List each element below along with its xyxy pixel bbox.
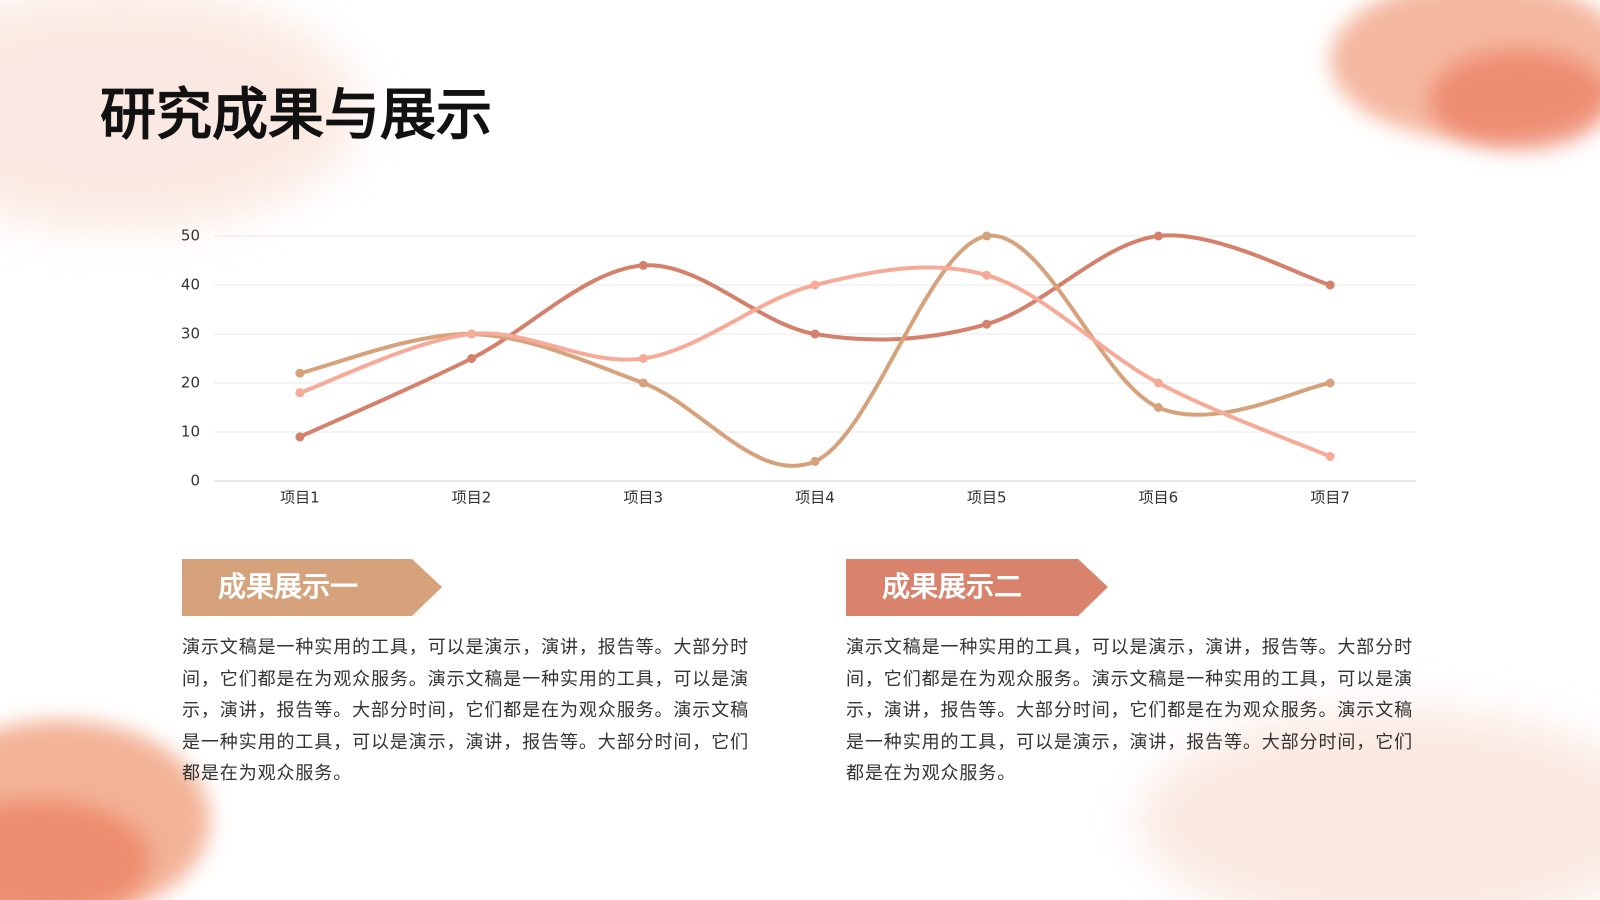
data-point: [1153, 231, 1163, 241]
data-point: [810, 329, 820, 339]
y-tick-label: 50: [181, 227, 200, 245]
series-line: [297, 265, 1333, 459]
data-point: [638, 260, 648, 270]
data-point: [638, 378, 648, 388]
section-banner: 成果展示一: [182, 559, 442, 616]
banner-heading: 成果展示二: [882, 570, 1022, 603]
data-point: [982, 270, 992, 280]
data-point: [1325, 452, 1335, 461]
data-point: [1153, 378, 1163, 388]
series-line: [297, 233, 1333, 468]
data-point: [295, 368, 305, 378]
data-point: [295, 432, 305, 442]
x-tick-label: 项目4: [795, 489, 835, 507]
data-point: [810, 280, 820, 290]
x-tick-label: 项目1: [280, 489, 320, 507]
data-point: [295, 388, 305, 398]
data-point: [638, 354, 648, 363]
section-text: 演示文稿是一种实用的工具，可以是演示，演讲，报告等。大部分时间，它们都是在为观众…: [846, 637, 1413, 785]
data-point: [467, 354, 477, 363]
y-tick-label: 30: [181, 325, 200, 343]
banner-shape: [182, 559, 442, 616]
data-point: [810, 456, 820, 466]
y-tick-label: 40: [181, 276, 200, 294]
data-point: [982, 231, 992, 241]
banner-shape: [846, 559, 1108, 616]
slide-title: 研究成果与展示: [100, 83, 492, 148]
x-tick-label: 项目2: [452, 489, 492, 507]
data-point: [982, 319, 992, 329]
banner-heading: 成果展示一: [218, 570, 358, 603]
section-text: 演示文稿是一种实用的工具，可以是演示，演讲，报告等。大部分时间，它们都是在为观众…: [182, 637, 749, 785]
x-tick-label: 项目5: [967, 489, 1007, 507]
data-point: [1153, 403, 1163, 412]
section-banner: 成果展示二: [846, 559, 1108, 616]
data-point: [1325, 280, 1335, 290]
y-tick-label: 0: [190, 472, 200, 490]
y-tick-label: 20: [181, 374, 200, 392]
y-tick-label: 10: [181, 423, 200, 441]
x-tick-label: 项目3: [624, 489, 664, 507]
data-point: [467, 329, 477, 339]
data-point: [1325, 378, 1335, 388]
x-tick-label: 项目6: [1139, 489, 1179, 507]
x-tick-label: 项目7: [1310, 489, 1350, 507]
